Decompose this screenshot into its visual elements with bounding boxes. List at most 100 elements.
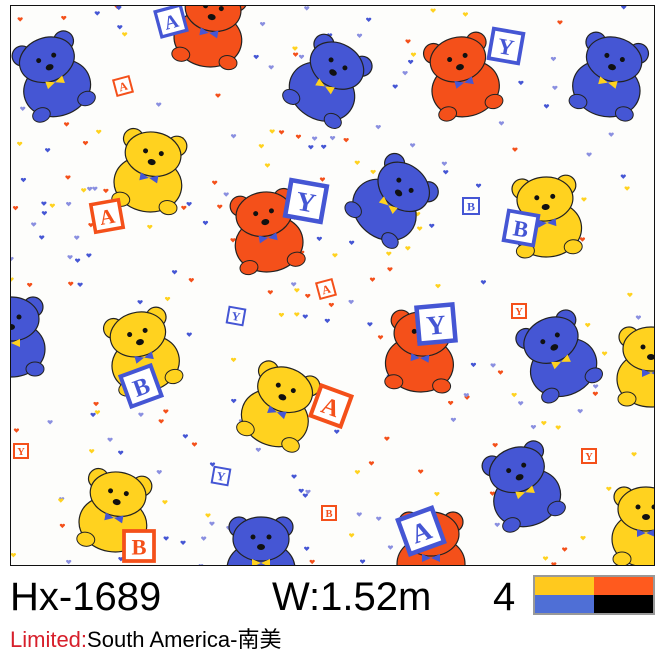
svg-text:B: B bbox=[511, 215, 530, 242]
heart-dot bbox=[39, 235, 45, 240]
heart-dot bbox=[202, 220, 209, 226]
heart-dot bbox=[58, 498, 64, 503]
heart-dot bbox=[402, 70, 408, 76]
svg-text:Y: Y bbox=[585, 452, 593, 463]
heart-dot bbox=[11, 256, 14, 262]
heart-dot bbox=[103, 188, 109, 194]
heart-dot bbox=[435, 284, 441, 289]
letter-block-motif: Y bbox=[225, 305, 247, 327]
heart-dot bbox=[278, 130, 285, 135]
letter-block-motif: Y bbox=[414, 302, 458, 346]
teddy-bear-motif bbox=[236, 360, 321, 453]
heart-dot bbox=[369, 277, 376, 282]
teddy-bear-motif bbox=[611, 486, 654, 565]
heart-dot bbox=[90, 412, 96, 418]
heart-dot bbox=[231, 398, 237, 404]
heart-dot bbox=[186, 201, 192, 207]
heart-dot bbox=[230, 134, 237, 139]
heart-dot bbox=[209, 521, 215, 527]
heart-dot bbox=[530, 425, 537, 430]
heart-dot bbox=[592, 391, 598, 397]
svg-text:A: A bbox=[117, 78, 129, 94]
svg-text:A: A bbox=[320, 281, 332, 297]
heart-dot bbox=[367, 322, 373, 327]
heart-dot bbox=[441, 161, 447, 167]
heart-dot bbox=[555, 425, 561, 430]
svg-text:B: B bbox=[325, 509, 332, 520]
heart-dot bbox=[156, 102, 162, 107]
heart-dot bbox=[186, 332, 192, 337]
svg-text:Y: Y bbox=[17, 447, 25, 458]
color-chip bbox=[594, 595, 653, 613]
heart-dot bbox=[349, 240, 355, 245]
heart-dot bbox=[253, 54, 259, 60]
heart-dot bbox=[409, 143, 416, 148]
heart-dot bbox=[386, 251, 392, 256]
letter-block-motif: Y bbox=[210, 465, 232, 487]
heart-dot bbox=[304, 546, 310, 552]
heart-dot bbox=[448, 400, 454, 406]
svg-text:A: A bbox=[98, 204, 118, 230]
heart-dot bbox=[118, 450, 124, 456]
heart-dot bbox=[66, 559, 72, 565]
heart-dot bbox=[259, 22, 266, 27]
heart-dot bbox=[366, 17, 372, 23]
heart-dot bbox=[74, 258, 81, 263]
heart-dot bbox=[45, 148, 51, 153]
letter-block-motif: A bbox=[314, 277, 338, 301]
svg-text:Y: Y bbox=[425, 309, 447, 341]
heart-dot bbox=[429, 223, 435, 229]
heart-dot bbox=[264, 163, 271, 168]
heart-dot bbox=[562, 547, 568, 552]
heart-dot bbox=[156, 470, 162, 475]
heart-dot bbox=[305, 293, 311, 299]
heart-dot bbox=[328, 302, 334, 308]
heart-dot bbox=[359, 559, 366, 564]
heart-dot bbox=[586, 152, 592, 157]
teddy-bear-motif bbox=[102, 306, 184, 397]
heart-dot bbox=[86, 253, 92, 258]
heart-dot bbox=[215, 93, 221, 98]
heart-dot bbox=[552, 85, 558, 91]
heart-dot bbox=[621, 6, 627, 10]
heart-dot bbox=[212, 180, 218, 186]
heart-dot bbox=[518, 401, 524, 406]
svg-text:B: B bbox=[467, 199, 475, 213]
heart-dot bbox=[387, 545, 394, 550]
heart-dot bbox=[332, 253, 338, 258]
color-chip bbox=[535, 577, 594, 595]
teddy-bear-motif bbox=[481, 440, 566, 533]
heart-dot bbox=[376, 516, 382, 522]
heart-dot bbox=[392, 84, 398, 89]
teddy-bear-motif bbox=[568, 31, 650, 122]
heart-dot bbox=[205, 513, 211, 518]
heart-dot bbox=[462, 12, 469, 17]
heart-dot bbox=[292, 52, 299, 57]
heart-dot bbox=[49, 203, 55, 209]
letter-block-motif: A bbox=[307, 382, 355, 430]
heart-dot bbox=[585, 323, 591, 328]
heart-dot bbox=[180, 540, 186, 546]
heart-dot bbox=[292, 46, 298, 51]
svg-text:B: B bbox=[131, 534, 146, 559]
heart-dot bbox=[542, 556, 549, 561]
heart-dot bbox=[171, 270, 178, 275]
color-count: 4 bbox=[493, 575, 516, 619]
heart-dot bbox=[20, 106, 26, 111]
heart-dot bbox=[138, 412, 144, 417]
svg-text:Y: Y bbox=[215, 469, 226, 484]
heart-dot bbox=[551, 562, 557, 565]
heart-dot bbox=[550, 56, 557, 62]
letter-block-motif: Y bbox=[282, 177, 330, 225]
svg-text:Y: Y bbox=[230, 309, 241, 324]
heart-dot bbox=[354, 160, 360, 166]
limited-region: Limited:South America-南美 bbox=[10, 626, 281, 654]
letter-block-motif: Y bbox=[511, 303, 527, 319]
heart-dot bbox=[94, 410, 101, 415]
letter-block-motif: A bbox=[153, 6, 189, 39]
heart-dot bbox=[405, 39, 411, 44]
heart-dot bbox=[63, 122, 70, 127]
heart-dot bbox=[580, 535, 586, 541]
heart-dot bbox=[298, 54, 305, 60]
heart-dot bbox=[497, 370, 504, 375]
